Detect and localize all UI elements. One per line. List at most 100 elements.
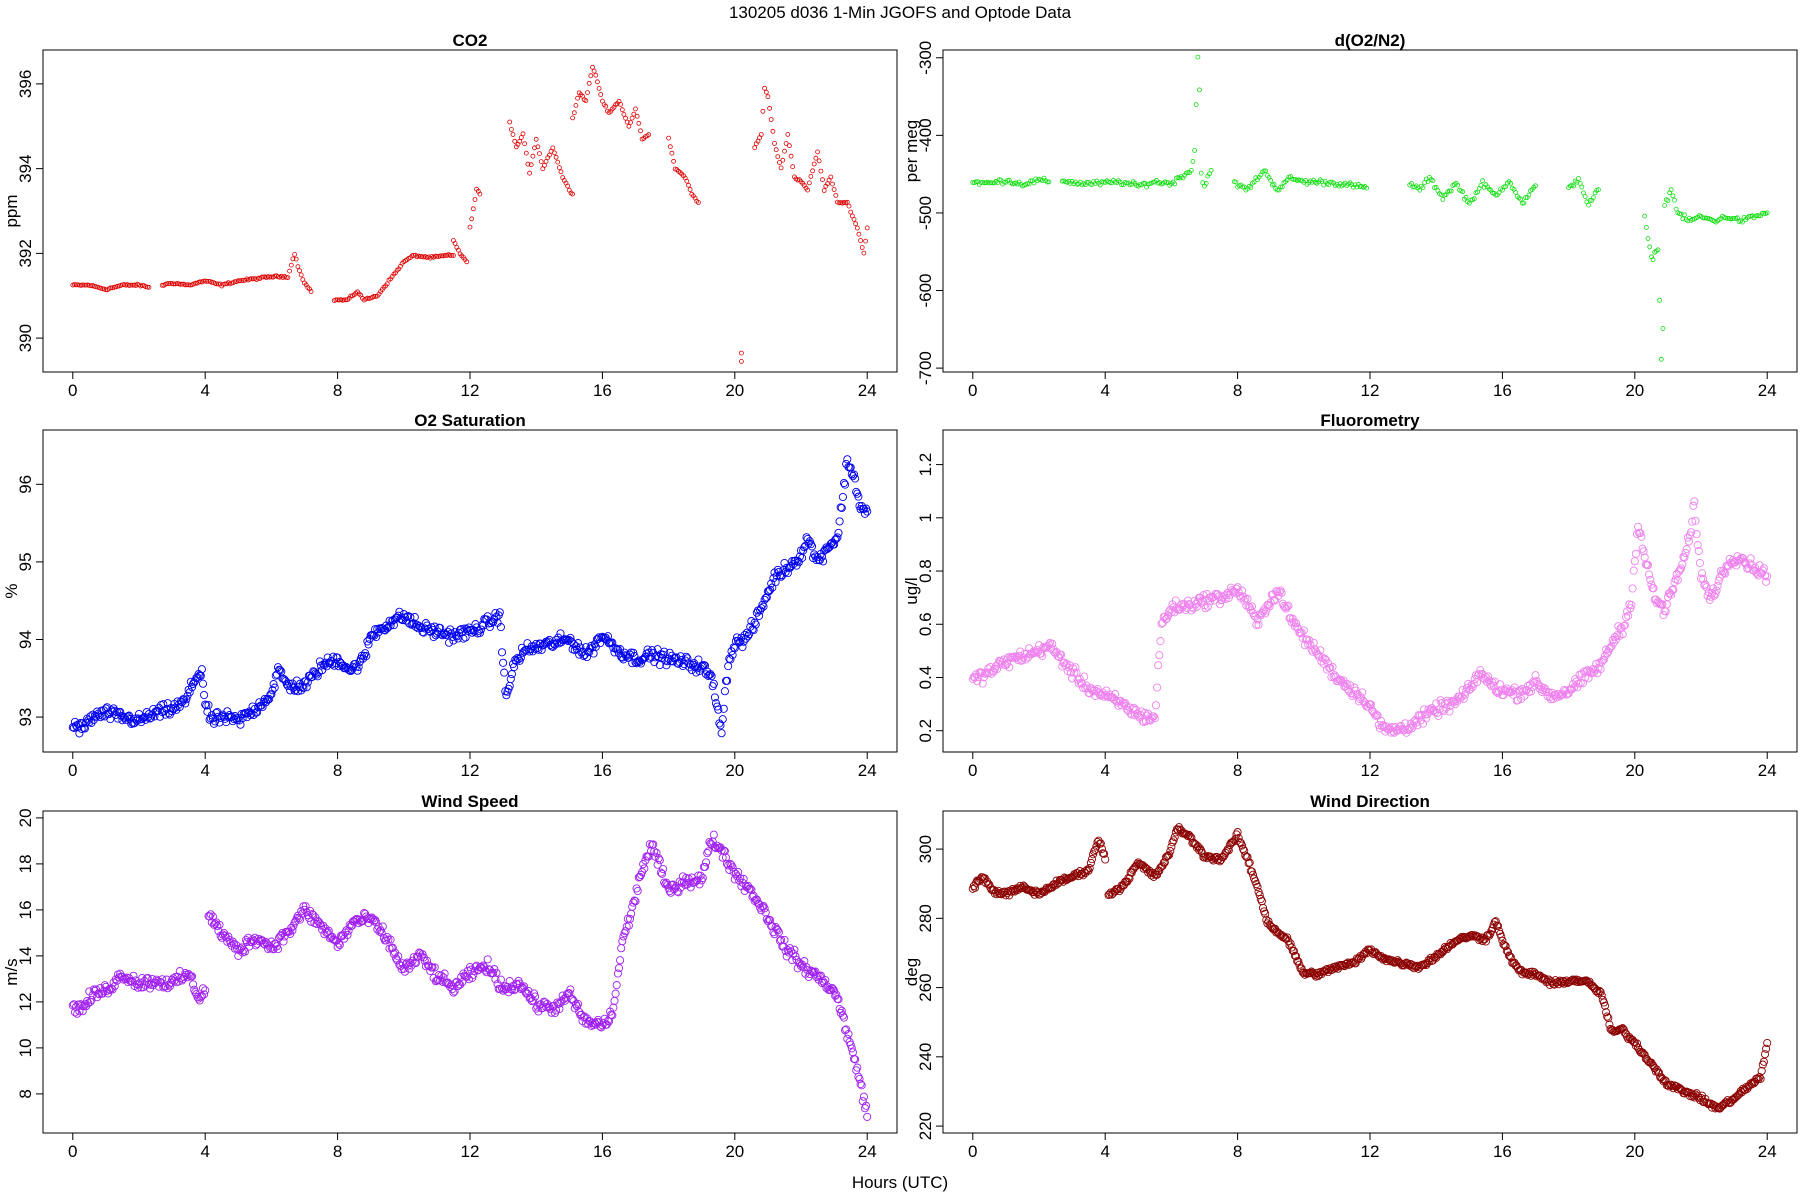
do2n2-point xyxy=(1682,212,1687,218)
co2-ytick-label: 394 xyxy=(16,154,35,182)
fluor-point xyxy=(1005,663,1014,672)
co2-point xyxy=(828,174,834,180)
o2sat-point xyxy=(142,708,151,717)
windspeed-point xyxy=(644,852,653,861)
fluor-point xyxy=(1414,711,1423,720)
windspeed-point xyxy=(273,945,283,954)
windspeed-point xyxy=(483,955,492,964)
co2-point xyxy=(775,154,781,160)
windspeed-point xyxy=(422,956,432,965)
windspeed-point xyxy=(839,1013,849,1022)
fluor-ytick-label: 1 xyxy=(916,513,935,522)
do2n2-point xyxy=(1142,180,1148,186)
windspeed-point xyxy=(432,976,441,985)
o2sat-ytick-label: 94 xyxy=(16,630,35,649)
windspeed-point xyxy=(853,1063,862,1072)
windspeed-point xyxy=(774,928,783,937)
fluor-point xyxy=(1712,586,1721,595)
co2-point xyxy=(785,131,791,137)
windspeed-point xyxy=(409,953,418,962)
fluor-point xyxy=(1703,591,1712,600)
o2sat-point xyxy=(766,585,775,594)
windspeed-title: Wind Speed xyxy=(421,792,518,811)
co2-point xyxy=(108,285,114,291)
fluor-point xyxy=(1662,600,1671,609)
co2-point xyxy=(780,157,786,163)
windspeed-point xyxy=(631,897,640,906)
fluor-point xyxy=(1013,656,1023,665)
fluor-point xyxy=(1711,589,1720,598)
o2sat-point xyxy=(110,706,119,715)
co2-point xyxy=(287,268,293,274)
o2sat-point xyxy=(404,611,413,621)
winddir-point xyxy=(1196,844,1205,853)
o2sat-point xyxy=(574,639,583,648)
panel-fluor: Fluorometry ug/l 0 4 8 12 16 20 24 0.2 0.4 0.6 0.8 1 1… xyxy=(902,411,1798,780)
co2-point xyxy=(758,132,764,137)
winddir-ylabel: deg xyxy=(902,958,921,986)
winddir-point xyxy=(1170,832,1179,842)
co2-point xyxy=(805,187,810,193)
fluor-point xyxy=(1426,705,1435,714)
co2-point xyxy=(624,119,630,125)
winddir-point xyxy=(1229,837,1238,846)
o2sat-point xyxy=(749,626,758,635)
fluor-point xyxy=(1068,674,1077,683)
do2n2-point xyxy=(1471,196,1477,202)
do2n2-point xyxy=(1496,190,1502,196)
winddir-point xyxy=(1466,932,1475,941)
o2sat-point xyxy=(694,655,703,664)
fluor-point xyxy=(1254,620,1263,629)
windspeed-point xyxy=(574,999,583,1009)
o2sat-point xyxy=(497,648,507,657)
o2sat-point xyxy=(700,661,710,670)
co2-point xyxy=(811,161,817,167)
winddir-point xyxy=(1488,924,1497,933)
windspeed-point xyxy=(69,1000,78,1009)
fluor-point xyxy=(1305,636,1314,645)
co2-point xyxy=(596,86,602,91)
o2sat-point xyxy=(253,708,262,717)
o2sat-point xyxy=(75,729,84,738)
co2-point xyxy=(636,120,642,126)
co2-point xyxy=(297,268,302,274)
o2sat-point xyxy=(125,711,134,720)
winddir-points xyxy=(968,823,1772,1113)
windspeed-point xyxy=(851,1055,860,1064)
windspeed-point xyxy=(695,880,704,889)
co2-point xyxy=(773,147,779,153)
winddir-point xyxy=(1595,986,1604,995)
fluor-ylabel: ug/l xyxy=(902,577,921,604)
co2-point xyxy=(788,153,794,159)
co2-point xyxy=(547,152,552,158)
do2n2-point xyxy=(1523,195,1528,200)
co2-point xyxy=(633,106,638,112)
fluor-point xyxy=(1516,686,1525,695)
windspeed-point xyxy=(70,1008,80,1017)
windspeed-point xyxy=(760,904,769,913)
do2n2-point xyxy=(1303,178,1308,183)
co2-point xyxy=(186,282,192,288)
winddir-point xyxy=(1286,939,1295,948)
fluor-point xyxy=(978,679,987,688)
winddir-point xyxy=(1241,851,1250,860)
o2sat-point xyxy=(707,671,716,681)
o2sat-point xyxy=(653,645,662,654)
winddir-point xyxy=(1417,961,1426,970)
do2n2-point xyxy=(1208,167,1214,173)
o2sat-point xyxy=(705,670,714,679)
o2sat-point xyxy=(79,723,88,732)
co2-point xyxy=(250,276,256,282)
windspeed-point xyxy=(187,972,197,981)
o2sat-point xyxy=(819,557,828,566)
winddir-point xyxy=(1086,858,1095,867)
co2-xtick-label: 0 xyxy=(68,381,77,400)
fluor-point xyxy=(1333,676,1343,686)
winddir-point xyxy=(1240,846,1249,855)
o2sat-point xyxy=(496,623,505,632)
fluor-point xyxy=(1739,557,1749,566)
windspeed-point xyxy=(191,988,200,997)
fluor-point xyxy=(1258,607,1268,616)
do2n2-point xyxy=(1028,178,1034,184)
fluor-point xyxy=(1367,700,1376,709)
